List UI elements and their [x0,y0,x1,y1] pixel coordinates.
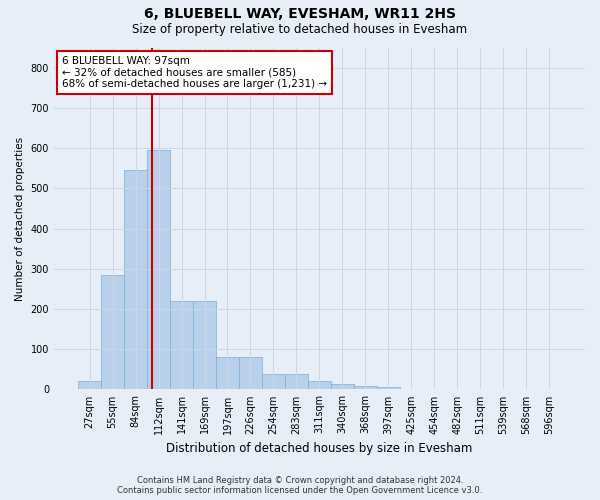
Bar [101,275,124,390]
Bar [239,357,262,390]
X-axis label: Distribution of detached houses by size in Evesham: Distribution of detached houses by size … [166,442,473,455]
Bar [308,380,331,390]
Bar [285,374,308,390]
Bar [124,170,147,390]
Text: Size of property relative to detached houses in Evesham: Size of property relative to detached ho… [133,22,467,36]
Bar [170,301,193,390]
Y-axis label: Number of detached properties: Number of detached properties [15,136,25,300]
Bar [78,380,101,390]
Bar [377,388,400,390]
Text: Contains HM Land Registry data © Crown copyright and database right 2024.
Contai: Contains HM Land Registry data © Crown c… [118,476,482,495]
Bar [331,384,354,390]
Text: 6, BLUEBELL WAY, EVESHAM, WR11 2HS: 6, BLUEBELL WAY, EVESHAM, WR11 2HS [144,8,456,22]
Bar [147,150,170,390]
Text: 6 BLUEBELL WAY: 97sqm
← 32% of detached houses are smaller (585)
68% of semi-det: 6 BLUEBELL WAY: 97sqm ← 32% of detached … [62,56,327,89]
Bar [354,386,377,390]
Bar [193,301,216,390]
Bar [216,357,239,390]
Bar [262,374,285,390]
